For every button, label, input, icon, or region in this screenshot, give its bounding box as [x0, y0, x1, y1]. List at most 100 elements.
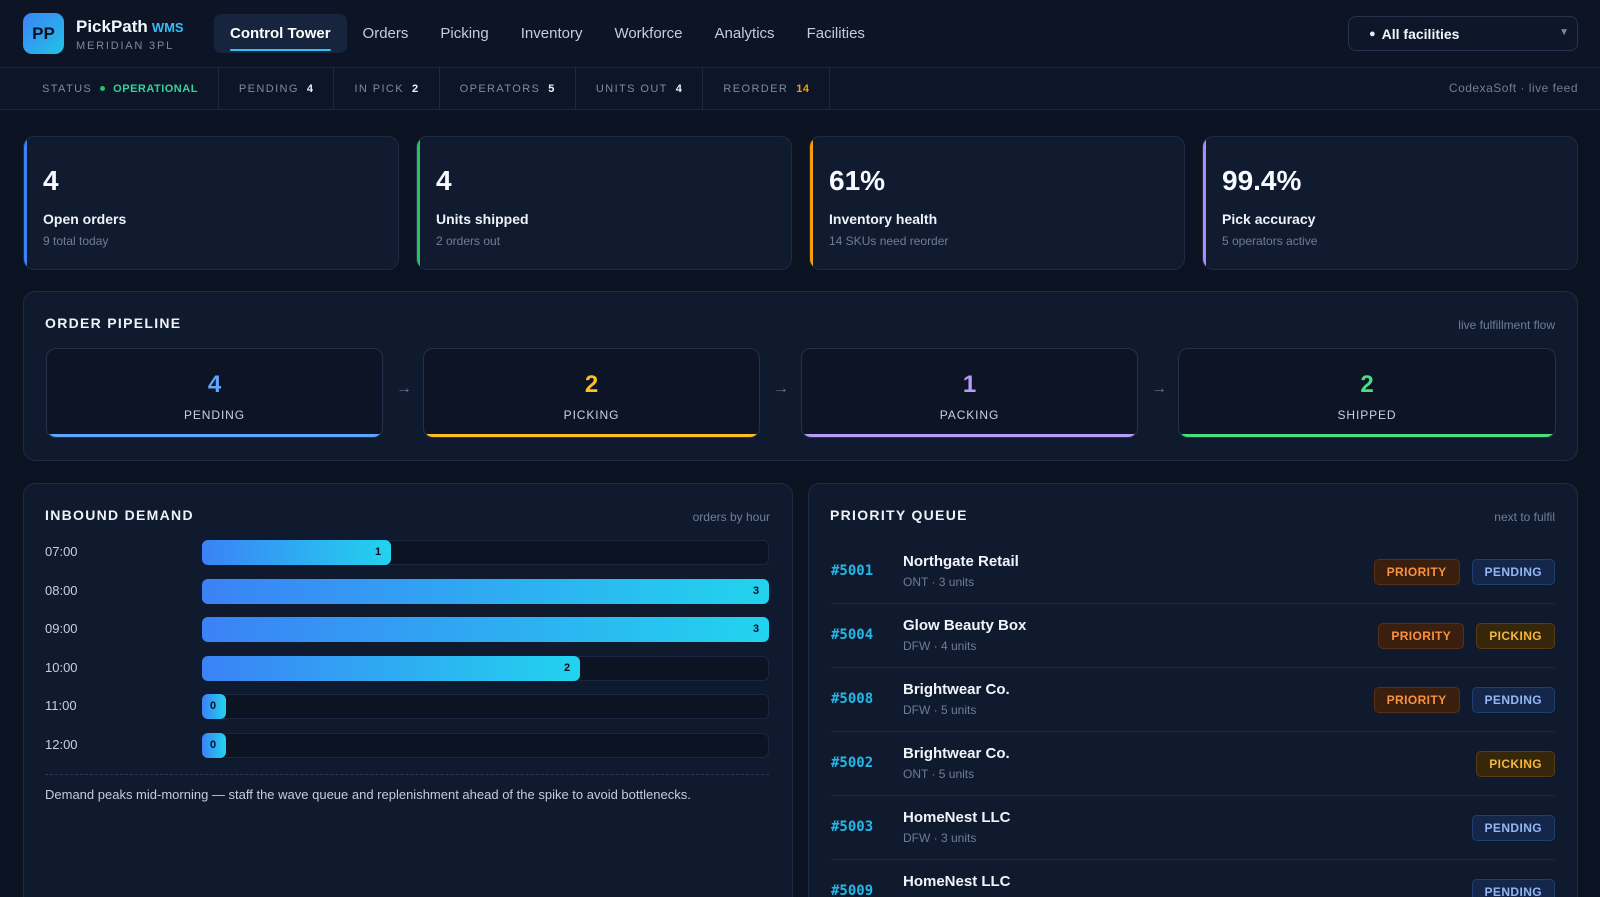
in-pick-cell: IN PICK 2 — [334, 68, 440, 109]
pending-cell: PENDING 4 — [219, 68, 335, 109]
pending-badge: PENDING — [1471, 687, 1555, 713]
reorder-cell: REORDER 14 — [703, 68, 831, 109]
divider — [45, 774, 769, 775]
status-value: OPERATIONAL — [113, 82, 198, 95]
demand-bar[interactable] — [202, 578, 769, 604]
order-meta: DFW · 4 units — [903, 639, 977, 653]
bar-track — [202, 733, 769, 758]
demand-bar[interactable] — [202, 617, 769, 643]
main-nav: Control Tower Orders Picking Inventory W… — [214, 14, 881, 53]
tab-control-tower[interactable]: Control Tower — [214, 14, 347, 53]
demand-bar[interactable] — [202, 733, 226, 758]
stage-shipped[interactable]: 2 SHIPPED — [1178, 348, 1556, 438]
kpi-value: 61% — [829, 165, 886, 196]
kpi-label: Inventory health — [829, 211, 938, 227]
status-label: STATUS — [42, 82, 93, 95]
panel-note: next to fulfil — [1494, 510, 1555, 524]
bar-value-label: 0 — [210, 700, 217, 713]
facility-select[interactable]: ● All facilities ▼ — [1348, 16, 1578, 51]
stat-label: IN PICK — [354, 82, 404, 95]
tab-orders[interactable]: Orders — [362, 25, 409, 42]
tab-workforce[interactable]: Workforce — [614, 25, 683, 42]
order-id-link[interactable]: #5003 — [831, 819, 874, 835]
facility-select-value: All facilities — [1381, 25, 1460, 42]
picking-badge: PICKING — [1476, 751, 1555, 777]
order-meta: ONT · 5 units — [903, 767, 975, 781]
kpi-accent — [417, 137, 420, 269]
priority-badge: PRIORITY — [1373, 687, 1460, 713]
kpi-card-inventory-health[interactable]: 61% Inventory health 14 SKUs need reorde… — [809, 136, 1185, 270]
order-id-link[interactable]: #5009 — [831, 883, 874, 897]
queue-row[interactable]: #5004 Glow Beauty Box DFW · 4 units PRIORIT… — [831, 604, 1555, 668]
status-cell: STATUS OPERATIONAL — [0, 68, 219, 109]
stat-label: OPERATORS — [459, 82, 541, 95]
queue-row[interactable]: #5003 HomeNest LLC DFW · 3 units PENDING — [831, 796, 1555, 860]
hour-label: 11:00 — [45, 698, 77, 714]
app-logo[interactable]: PP — [23, 13, 64, 54]
queue-row[interactable]: #5009 HomeNest LLC PENDING — [831, 860, 1555, 897]
bar-value-label: 3 — [753, 623, 760, 636]
hour-label: 09:00 — [45, 621, 78, 637]
stat-label: REORDER — [723, 82, 789, 95]
status-dot-icon — [100, 86, 106, 91]
stat-label: PENDING — [238, 82, 299, 95]
kpi-card-pick-accuracy[interactable]: 99.4% Pick accuracy 5 operators active — [1202, 136, 1578, 270]
stage-picking[interactable]: 2 PICKING — [423, 348, 760, 438]
stage-packing[interactable]: 1 PACKING — [801, 348, 1138, 438]
queue-row[interactable]: #5008 Brightwear Co. DFW · 5 units PRIORITY… — [831, 668, 1555, 732]
tab-analytics[interactable]: Analytics — [714, 25, 775, 42]
queue-row[interactable]: #5001 Northgate Retail ONT · 3 units PRIORI… — [831, 540, 1555, 604]
tab-facilities[interactable]: Facilities — [806, 25, 865, 42]
arrow-right-icon: → — [773, 380, 789, 397]
order-id-link[interactable]: #5004 — [831, 627, 874, 643]
bar-value-label: 3 — [753, 584, 760, 597]
pending-badge: PENDING — [1471, 879, 1555, 897]
bar-value-label: 1 — [375, 546, 382, 558]
order-tags: PRIORITY PENDING — [1373, 559, 1555, 585]
tab-inventory[interactable]: Inventory — [520, 25, 583, 42]
hour-label: 10:00 — [45, 659, 78, 675]
operators-cell: OPERATORS 5 — [440, 68, 576, 109]
order-id-link[interactable]: #5008 — [831, 691, 874, 707]
stage-count: 2 — [1360, 371, 1374, 398]
stage-bar — [802, 434, 1137, 437]
live-feed-note: CodexaSoft · live feed — [1448, 81, 1578, 95]
hour-label: 12:00 — [45, 737, 78, 752]
stage-label: PACKING — [939, 408, 1000, 422]
order-tags: PENDING — [1471, 815, 1555, 841]
kpi-accent — [1203, 137, 1206, 269]
stage-pending[interactable]: 4 PENDING — [46, 348, 383, 438]
kpi-value: 4 — [43, 165, 59, 196]
arrow-right-icon: → — [1151, 380, 1167, 397]
inbound-demand-panel: INBOUND DEMAND orders by hour 07:00 1 08:0… — [23, 483, 793, 897]
order-meta: DFW · 5 units — [903, 703, 977, 717]
order-id-link[interactable]: #5001 — [831, 563, 874, 579]
stat-value: 4 — [306, 82, 314, 95]
hour-label: 07:00 — [45, 544, 78, 559]
demand-bar[interactable] — [202, 655, 580, 681]
tab-picking[interactable]: Picking — [440, 25, 489, 42]
order-tags: PICKING — [1476, 751, 1555, 777]
order-id-link[interactable]: #5002 — [831, 755, 874, 771]
panel-title: INBOUND DEMAND — [45, 507, 194, 523]
arrow-right-icon: → — [396, 380, 412, 397]
stage-bar — [47, 434, 382, 437]
demand-bar[interactable] — [202, 540, 391, 565]
panel-note: live fulfillment flow — [1458, 318, 1555, 332]
kpi-label: Open orders — [43, 211, 127, 227]
bar-value-label: 2 — [564, 661, 571, 674]
customer-name: Brightwear Co. — [903, 745, 1010, 762]
kpi-value: 99.4% — [1222, 165, 1302, 196]
demand-bar[interactable] — [202, 694, 226, 720]
stat-value: 2 — [412, 82, 419, 95]
pending-badge: PENDING — [1471, 815, 1555, 841]
kpi-accent — [810, 137, 813, 269]
top-bar: PP PickPath WMS MERIDIAN 3PL Control Towe… — [0, 0, 1600, 68]
demand-footnote: Demand peaks mid-morning — staff the wav… — [45, 787, 691, 802]
queue-row[interactable]: #5002 Brightwear Co. ONT · 5 units PICKING — [831, 732, 1555, 796]
order-tags: PRIORITY PICKING — [1378, 623, 1555, 649]
customer-name: Brightwear Co. — [903, 681, 1010, 698]
kpi-card-units-shipped[interactable]: 4 Units shipped 2 orders out — [416, 136, 792, 270]
chevron-down-icon: ▼ — [1559, 27, 1569, 38]
kpi-card-open-orders[interactable]: 4 Open orders 9 total today — [23, 136, 399, 270]
